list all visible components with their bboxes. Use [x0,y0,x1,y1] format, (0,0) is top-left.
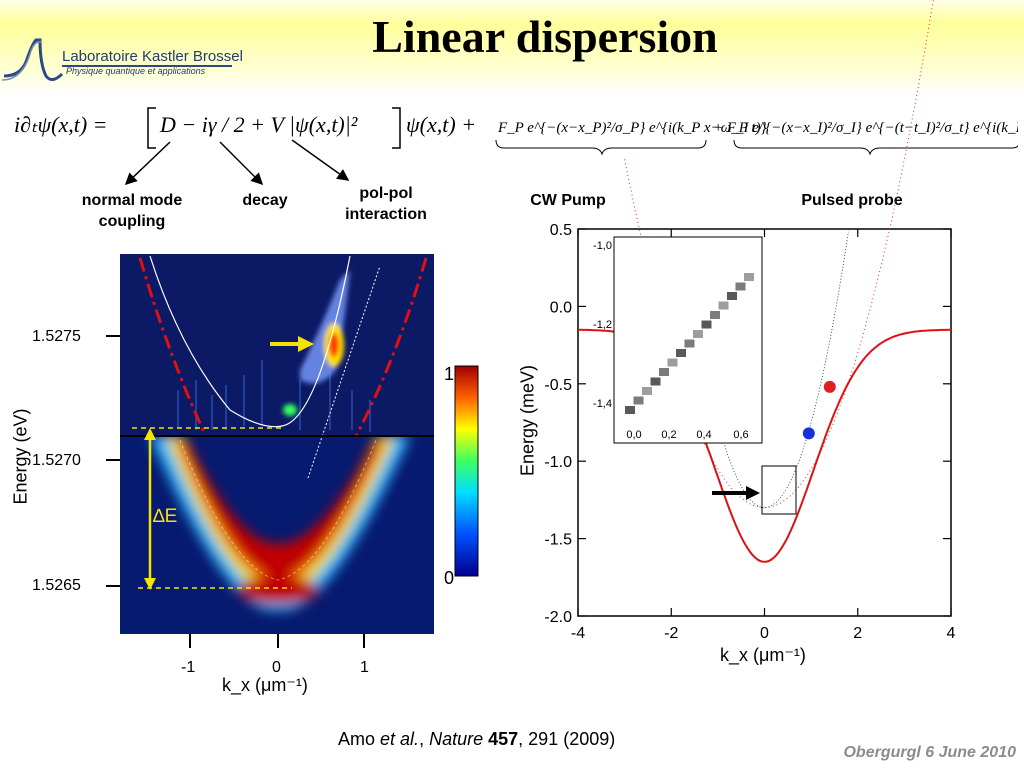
label-pol-pol-interaction: pol-pol interaction [345,185,427,223]
citation-journal: Nature [429,729,484,749]
logo-tagline: Physique quantique et applications [66,66,206,76]
colorbar-min-label: 0 [444,568,455,588]
right-xtick-label: 2 [853,625,862,642]
lower-polariton-curve [149,255,351,428]
inset-cell [676,349,686,357]
right-ytick-label: -1.0 [544,454,572,471]
right-ylabel: Energy (meV) [517,364,538,477]
slide-title: Linear dispersion [372,11,718,62]
gross-pitaevskii-equation: i∂ₜψ(x,t) = D − iγ / 2 + V |ψ(x,t)|² ψ(x… [14,107,1018,156]
inset-cell [727,292,737,300]
label-normal-mode-coupling: normal mode coupling [81,192,183,230]
logo-name: Laboratoire Kastler Brossel [62,48,243,65]
inset-ytick-label: -1,2 [593,319,612,331]
inset-ytick-label: -1,4 [593,398,612,410]
left-xtick-0: -1 [181,659,196,676]
inset-cell [625,406,635,414]
zoom-box [761,465,797,515]
right-ytick-label: -2.0 [544,609,572,626]
exciton-branch-left [138,257,208,437]
inset-cell [710,311,720,319]
inset-cell [701,320,712,329]
right-ytick-label: -0.5 [544,377,572,394]
left-chart: ∆E [106,254,479,648]
colorbar [454,365,479,577]
logo-underline [62,65,232,67]
right-ytick-label: 0.5 [550,222,572,239]
left-xtick-2: 1 [360,659,369,676]
right-ytick-label: -1.5 [544,532,572,549]
left-xlabel: k_x (μm⁻¹) [222,675,308,695]
citation-pages: , 291 (2009) [518,729,616,749]
inset-xtick-label: 0,4 [696,429,711,441]
label-pulsed-probe: Pulsed probe [801,192,903,209]
label-decay: decay [242,192,288,209]
lkb-logo-mark [1,38,64,81]
equation-psi: ψ(x,t) + [406,112,476,137]
inset-cell [744,273,754,281]
right-xtick-label: 0 [760,625,769,642]
delta-e-label: ∆E [153,506,177,527]
exciton-branch-right [354,257,428,437]
citation-authors: Amo [338,729,376,749]
right-xtick-label: -2 [664,625,678,642]
lkb-logo: Laboratoire Kastler Brossel Physique qua… [0,34,243,94]
inset-cell [650,377,661,386]
left-xtick-1: 0 [272,659,281,676]
inset-cell [642,387,652,395]
inset-xtick-label: 0,6 [733,429,748,441]
inset-cell [667,358,678,367]
footer-venue-date: Obergurgl 6 June 2010 [843,744,1016,761]
equation-pump-term: F_P e^{−(x−x_P)²/σ_P} e^{i(k_P x−ω_P t)} [497,120,767,136]
equation-probe-term: + F_I e^{−(x−x_I)²/σ_I} e^{−(t−t_I)²/σ_t… [713,120,1018,136]
citation-etal: et al. [380,729,420,749]
inset-cell [659,368,669,376]
label-cw-pump: CW Pump [530,192,606,209]
heatmap-lower [120,436,434,634]
left-ytick-2: 1.5265 [32,577,81,594]
inset-cell [684,339,695,348]
right-xlabel: k_x (μm⁻¹) [720,645,806,665]
pump-dispersion-dotted [624,0,934,509]
annotation-arrows [124,139,350,186]
right-ytick-label: 0.0 [550,299,572,316]
colorbar-max-label: 1 [444,364,455,384]
citation: Amo et al., Nature 457, 291 (2009) [338,729,616,749]
inset-xtick-label: 0,2 [661,429,676,441]
pump-line [307,265,381,479]
right-xtick-label: -4 [571,625,585,642]
inset-cell [633,396,644,405]
inset-cell [735,282,746,291]
inset-ytick-label: -1,0 [593,240,612,252]
inset-cell [693,330,703,338]
title-band [0,0,1024,95]
equation-lhs: i∂ₜψ(x,t) = [14,112,108,137]
citation-volume: 457 [488,729,519,749]
inset-cell [718,301,729,310]
left-ytick-1: 1.5270 [32,452,81,469]
marker-red [823,380,836,393]
right-xtick-label: 4 [947,625,956,642]
probe-dispersion-dotted [717,231,849,509]
inset-xtick-label: 0,0 [626,429,641,441]
equation-bracket: D − iγ / 2 + V |ψ(x,t)|² [159,112,358,137]
left-ytick-0: 1.5275 [32,328,81,345]
marker-blue [802,427,815,440]
